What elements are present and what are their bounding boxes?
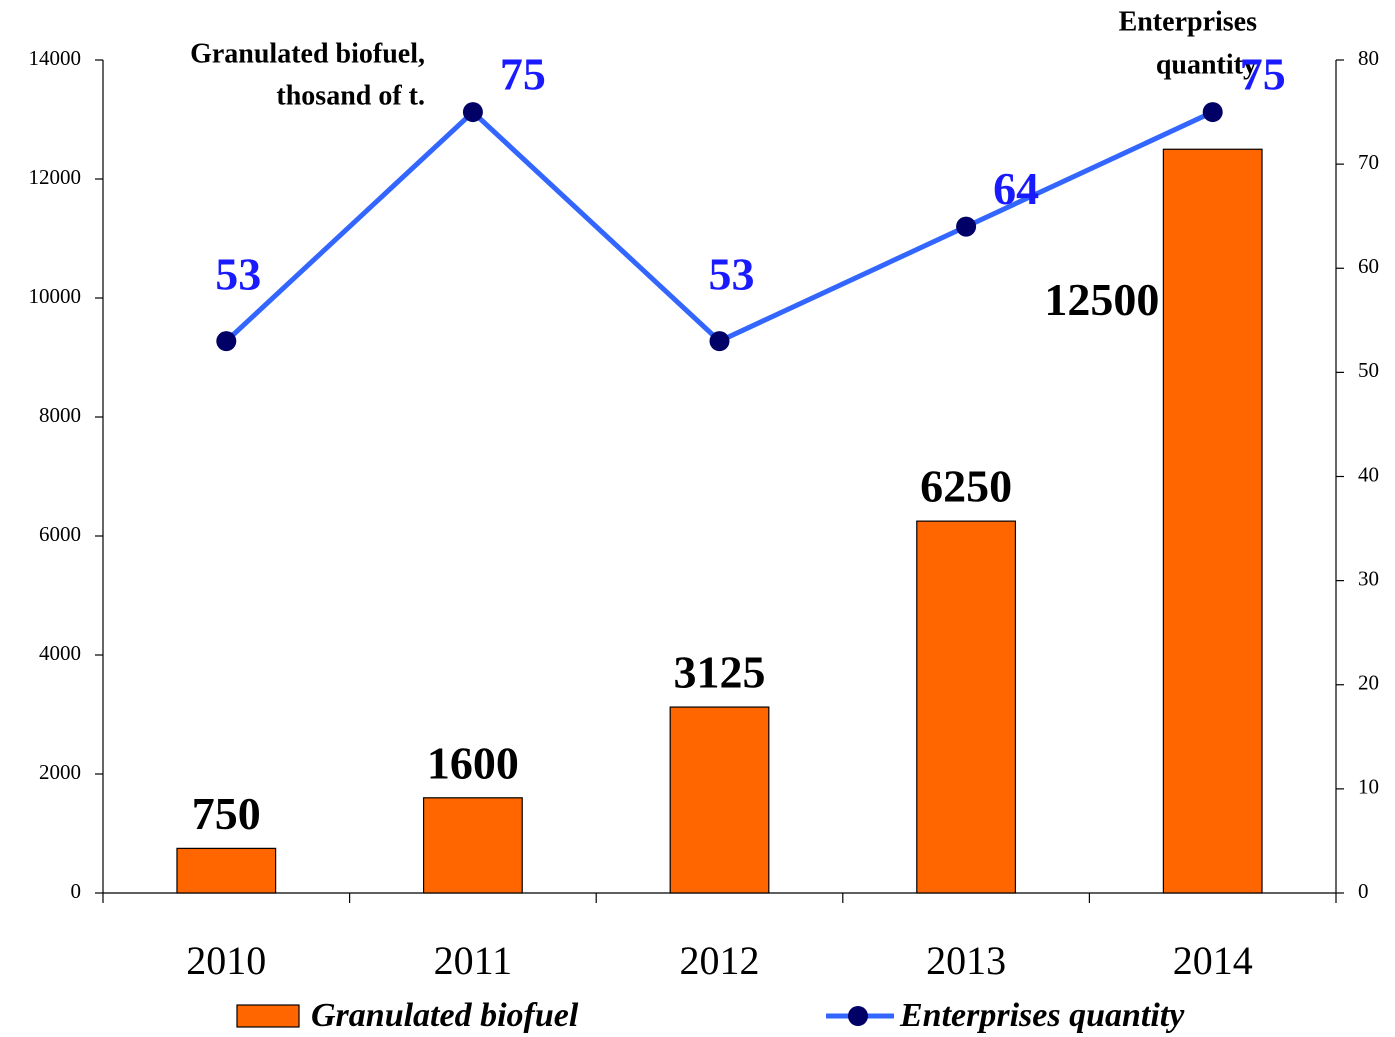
y2-tick-label: 40: [1358, 462, 1379, 486]
y-tick-label: 8000: [39, 403, 81, 427]
y2-axis-label: quantity: [1156, 49, 1257, 80]
bar-value-label: 3125: [674, 647, 766, 698]
line-marker: [1202, 102, 1223, 123]
bar: [422, 797, 523, 894]
x-tick-label: 2014: [1173, 938, 1253, 983]
line-marker: [216, 331, 237, 352]
line-value-label: 75: [500, 49, 546, 100]
line-value-label: 75: [1240, 49, 1286, 100]
y-axis-label: thosand of t.: [276, 80, 425, 111]
bar: [916, 520, 1017, 894]
y2-tick-label: 30: [1358, 566, 1379, 590]
y2-tick-label: 70: [1358, 150, 1379, 174]
bar-value-label: 750: [192, 788, 261, 839]
line-marker: [956, 216, 977, 237]
legend-label: Enterprises quantity: [899, 997, 1185, 1034]
y2-tick-label: 60: [1358, 254, 1379, 278]
x-tick-label: 2012: [680, 938, 760, 983]
legend-marker: [848, 1006, 868, 1026]
y-tick-label: 10000: [29, 284, 82, 308]
bar: [669, 706, 770, 894]
y2-tick-label: 0: [1358, 879, 1369, 903]
bar-value-label: 6250: [920, 461, 1012, 512]
x-tick-label: 2010: [186, 938, 266, 983]
x-tick-label: 2013: [926, 938, 1006, 983]
legend-label: Granulated biofuel: [311, 997, 579, 1034]
y-tick-label: 0: [71, 879, 82, 903]
y2-tick-label: 50: [1358, 358, 1379, 382]
y2-tick-label: 10: [1358, 775, 1379, 799]
y-tick-label: 4000: [39, 641, 81, 665]
bar-value-label: 12500: [1044, 274, 1159, 325]
y-tick-label: 2000: [39, 760, 81, 784]
line-value-label: 53: [709, 249, 755, 300]
x-tick-label: 2011: [434, 938, 513, 983]
line-value-label: 64: [993, 163, 1039, 214]
line-marker: [709, 331, 730, 352]
line-value-label: 53: [215, 249, 261, 300]
y2-tick-label: 80: [1358, 46, 1379, 70]
y-tick-label: 14000: [29, 46, 82, 70]
y-tick-label: 6000: [39, 522, 81, 546]
y2-axis-label: Enterprises: [1119, 6, 1258, 37]
y2-tick-label: 20: [1358, 671, 1379, 695]
y-axis-label: Granulated biofuel,: [190, 38, 425, 69]
y-tick-label: 12000: [29, 165, 82, 189]
line-marker: [462, 102, 483, 123]
bar: [176, 847, 277, 894]
bar-value-label: 1600: [427, 737, 519, 788]
bar: [1162, 148, 1263, 894]
legend-swatch: [236, 1004, 300, 1028]
